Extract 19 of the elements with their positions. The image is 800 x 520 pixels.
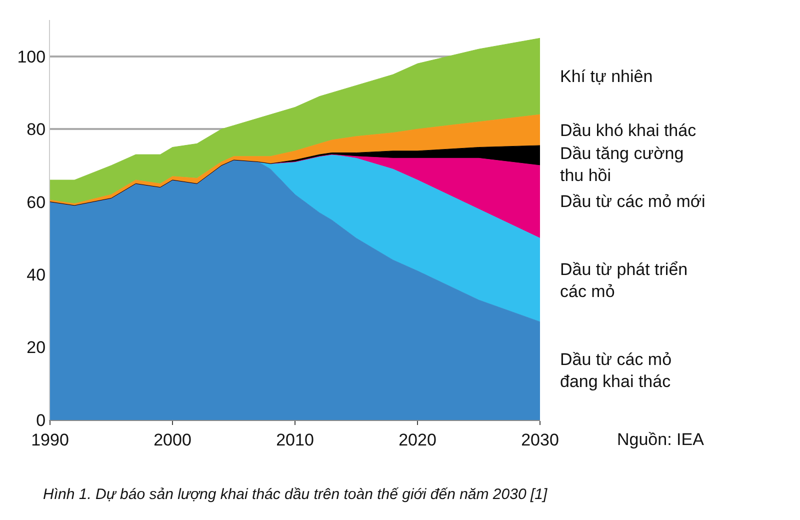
x-tick-label: 2020 xyxy=(398,430,436,450)
y-tick-label: 100 xyxy=(17,47,46,66)
series-label: Dầu từ phát triển các mỏ xyxy=(560,260,688,302)
x-tick-label: 2000 xyxy=(154,430,192,450)
x-tick-label: 2030 xyxy=(521,430,559,450)
y-tick-label: 80 xyxy=(26,120,46,140)
y-tick-label: 60 xyxy=(26,192,46,212)
y-tick-label: 40 xyxy=(26,266,46,284)
x-tick-label: 1990 xyxy=(31,430,69,450)
y-tick-label: 0 xyxy=(36,410,46,430)
series-label: Khí tự nhiên xyxy=(560,67,653,86)
y-tick-label: 20 xyxy=(26,338,46,358)
text: Dầu từ các mỏ đang khai thác xyxy=(560,350,672,392)
series-label: Dầu từ các mỏ mới xyxy=(560,192,706,211)
x-tick-label: 2010 xyxy=(276,430,314,450)
series-label: Dầu khó khai thác xyxy=(560,121,697,140)
series-label: Dầu tăng cường thu hồi xyxy=(560,144,684,186)
text: Hình 1. Dự báo sản lượng khai thác dầu trên toàn thế giới đến năm 2030 [1] xyxy=(43,486,548,503)
text: Nguồn: IEA xyxy=(617,430,705,449)
